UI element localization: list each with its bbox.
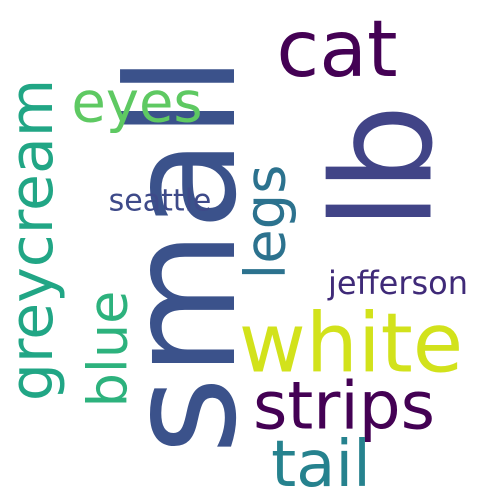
word-cat: cat [276, 5, 397, 95]
word-blue: blue [77, 291, 140, 408]
word-greycream: greycream [0, 79, 67, 401]
word-jefferson: jefferson [327, 264, 468, 302]
word-strips: strips [253, 368, 435, 445]
word-eyes: eyes [71, 71, 202, 136]
word-small: small [96, 55, 270, 455]
word-legs: legs [234, 165, 299, 280]
word-lb: lb [303, 104, 464, 230]
word-tail: tail [271, 428, 371, 500]
word-seattle: seattle [109, 184, 212, 219]
word-white: white [239, 297, 463, 392]
